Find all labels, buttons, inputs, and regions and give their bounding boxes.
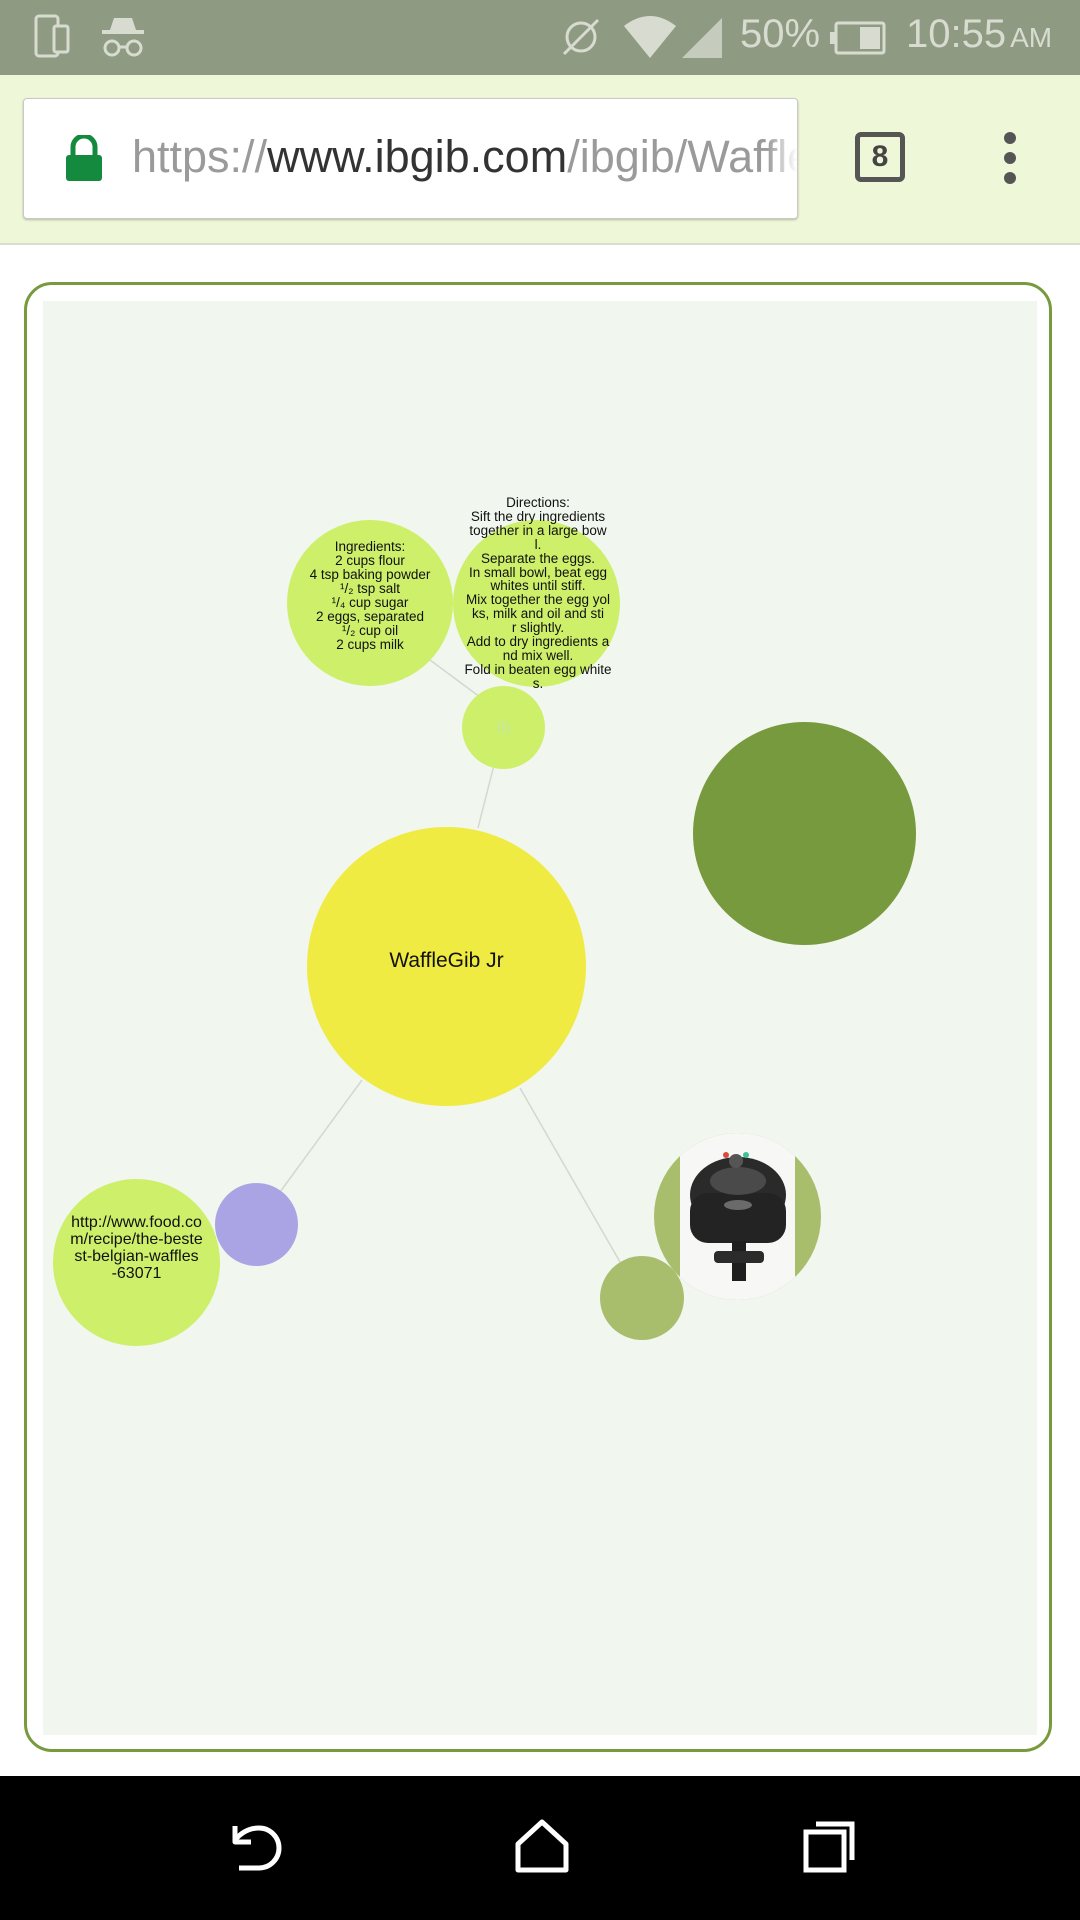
url-fade: [767, 99, 797, 218]
main-node-label: WaffleGib Jr: [389, 948, 504, 972]
image-node[interactable]: [654, 1133, 821, 1300]
ingredients-node[interactable]: Ingredients: 2 cups flour 4 tsp baking p…: [287, 520, 453, 686]
link-node[interactable]: http://www.food.co m/recipe/the-beste st…: [53, 1179, 220, 1346]
signal-icon: [680, 14, 724, 65]
main-node[interactable]: WaffleGib Jr: [307, 827, 586, 1106]
clock: 10:55 AM: [906, 12, 1052, 57]
menu-icon[interactable]: [1000, 132, 1020, 192]
sync-off-icon: [558, 14, 604, 65]
url-text[interactable]: https://www.ibgib.com/ibgib/Waffle: [132, 131, 798, 183]
clock-ampm: AM: [1010, 22, 1053, 53]
link-hub-node[interactable]: [215, 1183, 298, 1266]
url-scheme: https://: [132, 131, 268, 182]
back-button[interactable]: [225, 1816, 285, 1881]
lock-icon: [64, 133, 104, 188]
waffle-maker-image: [680, 1133, 795, 1300]
directions-text: Directions: Sift the dry ingredients tog…: [464, 495, 612, 691]
status-bar: 50% 10:55 AM: [0, 0, 1080, 75]
url-path: /ibgib/Waffle: [567, 131, 798, 182]
browser-toolbar: https://www.ibgib.com/ibgib/Waffle 8: [0, 75, 1080, 245]
directions-node[interactable]: [453, 520, 620, 687]
home-button[interactable]: [512, 1816, 572, 1881]
url-host: www.ibgib.com: [267, 131, 568, 182]
system-nav-bar: [0, 1776, 1080, 1920]
recents-button[interactable]: [800, 1816, 860, 1881]
clock-time: 10:55: [906, 12, 1007, 56]
tab-switcher-button[interactable]: 8: [855, 132, 905, 182]
link-text: http://www.food.co m/recipe/the-beste st…: [70, 1213, 203, 1282]
image-hub-node[interactable]: [600, 1256, 684, 1340]
wifi-icon: [622, 14, 678, 65]
incognito-icon: [98, 14, 148, 65]
battery-icon: [828, 20, 888, 61]
url-bar[interactable]: https://www.ibgib.com/ibgib/Waffle: [23, 98, 798, 219]
ib-hub-label: ib: [496, 717, 511, 737]
dark-green-node[interactable]: [693, 722, 916, 945]
phone-icon: [32, 14, 72, 65]
ib-hub-node[interactable]: ib: [462, 686, 545, 769]
battery-percent: 50%: [740, 12, 821, 56]
ingredients-text: Ingredients: 2 cups flour 4 tsp baking p…: [309, 539, 431, 652]
